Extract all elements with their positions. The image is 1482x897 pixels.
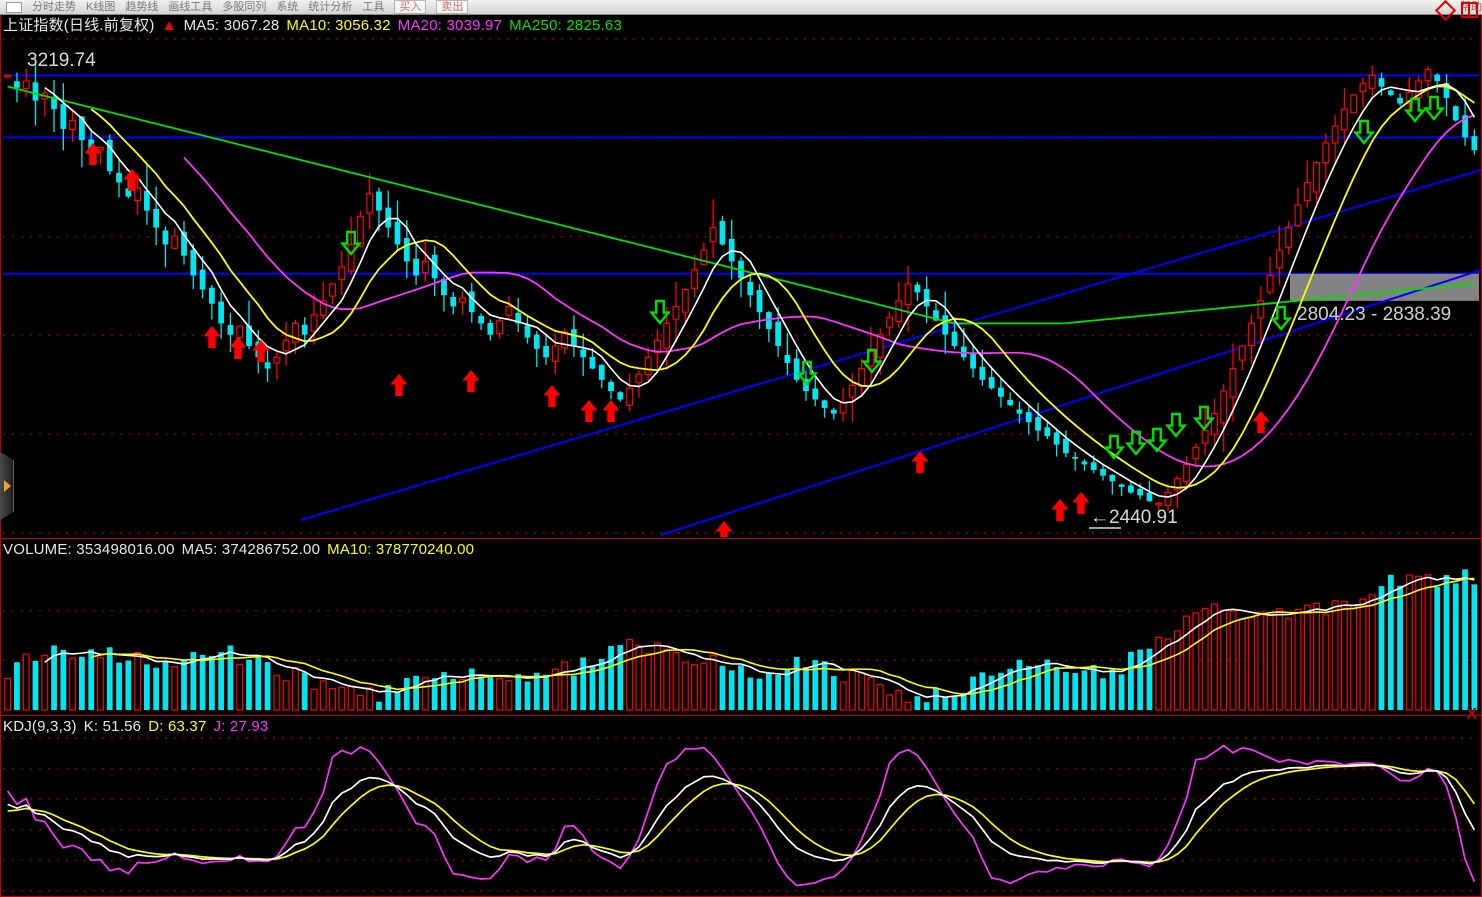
split-pane-icon[interactable] [1461, 2, 1478, 18]
volume-name-label: VOLUME: 353498016.00 [3, 541, 175, 558]
volume-pane-header: VOLUME: 353498016.00 MA5: 374286752.00 MA1… [3, 540, 481, 559]
expand-panel-arrow-icon [3, 480, 11, 492]
price-band-label: 2804.23 - 2838.39 [1297, 304, 1452, 325]
kdj-pane-header: KDJ(9,3,3) K: 51.56 D: 63.37 J: 27.93 [3, 717, 275, 736]
price-up-marker: ▲ [161, 17, 177, 34]
volume-ma5-label: MA5: 374286752.00 [181, 541, 321, 558]
kdj-chart-canvas[interactable] [1, 716, 1481, 895]
toolbar-logo[interactable] [6, 1, 22, 13]
toolbar-item-1[interactable]: K线图 [86, 1, 116, 13]
toolbar-sell-button[interactable]: 卖出 [436, 0, 469, 14]
chart-frame: 上证指数(日线.前复权) ▲ MA5: 3067.28 MA10: 3056.32 MA… [0, 15, 1482, 897]
price-chart-canvas[interactable] [1, 15, 1481, 537]
price-ma10-label: MA10: 3056.32 [286, 17, 391, 34]
volume-chart-canvas[interactable] [1, 539, 1481, 714]
kdj-pane[interactable]: KDJ(9,3,3) K: 51.56 D: 63.37 J: 27.93 [1, 715, 1481, 895]
kdj-j-label: J: 27.93 [213, 718, 269, 735]
kdj-k-label: K: 51.56 [83, 718, 142, 735]
volume-ma10-label: MA10: 378770240.00 [327, 541, 475, 558]
toolbar-item-4[interactable]: 多股同列 [222, 1, 267, 13]
close-pane-x-icon[interactable]: X [1466, 706, 1477, 723]
toolbar-item-2[interactable]: 趋势线 [125, 1, 159, 13]
price-ma20-label: MA20: 3039.97 [397, 17, 503, 34]
kdj-name-label: KDJ(9,3,3) [3, 718, 77, 735]
toolbar-item-0[interactable]: 分时走势 [32, 1, 76, 13]
kdj-d-label: D: 63.37 [148, 718, 207, 735]
toolbar-item-5[interactable]: 系统 [276, 1, 299, 13]
chart-corner-icons [1434, 0, 1478, 21]
main-toolbar[interactable]: 分时走势 K线图 趋势线 画线工具 多股同列 系统 统计分析 工具 买入 卖出 … [0, 0, 1482, 15]
toolbar-item-6[interactable]: 统计分析 [308, 1, 353, 13]
price-ma250-label: MA250: 2825.63 [509, 17, 622, 34]
price-ma5-label: MA5: 3067.28 [183, 17, 280, 34]
toolbar-item-7[interactable]: 工具 [362, 1, 385, 13]
volume-pane[interactable]: VOLUME: 353498016.00 MA5: 374286752.00 MA1… [1, 538, 1481, 714]
price-title: 上证指数(日线.前复权) [3, 17, 155, 34]
expand-panel-handle[interactable] [0, 452, 14, 520]
price-pane-header: 上证指数(日线.前复权) ▲ MA5: 3067.28 MA10: 3056.32 MA… [3, 16, 629, 35]
price-low-label: ←2440.91 [1090, 507, 1178, 528]
toolbar-buy-button[interactable]: 买入 [394, 0, 427, 14]
toolbar-item-3[interactable]: 画线工具 [168, 1, 213, 13]
diamond-icon[interactable] [1434, 0, 1457, 21]
price-high-label: 3219.74 [27, 50, 96, 71]
price-pane[interactable]: 上证指数(日线.前复权) ▲ MA5: 3067.28 MA10: 3056.32 MA… [1, 15, 1481, 537]
